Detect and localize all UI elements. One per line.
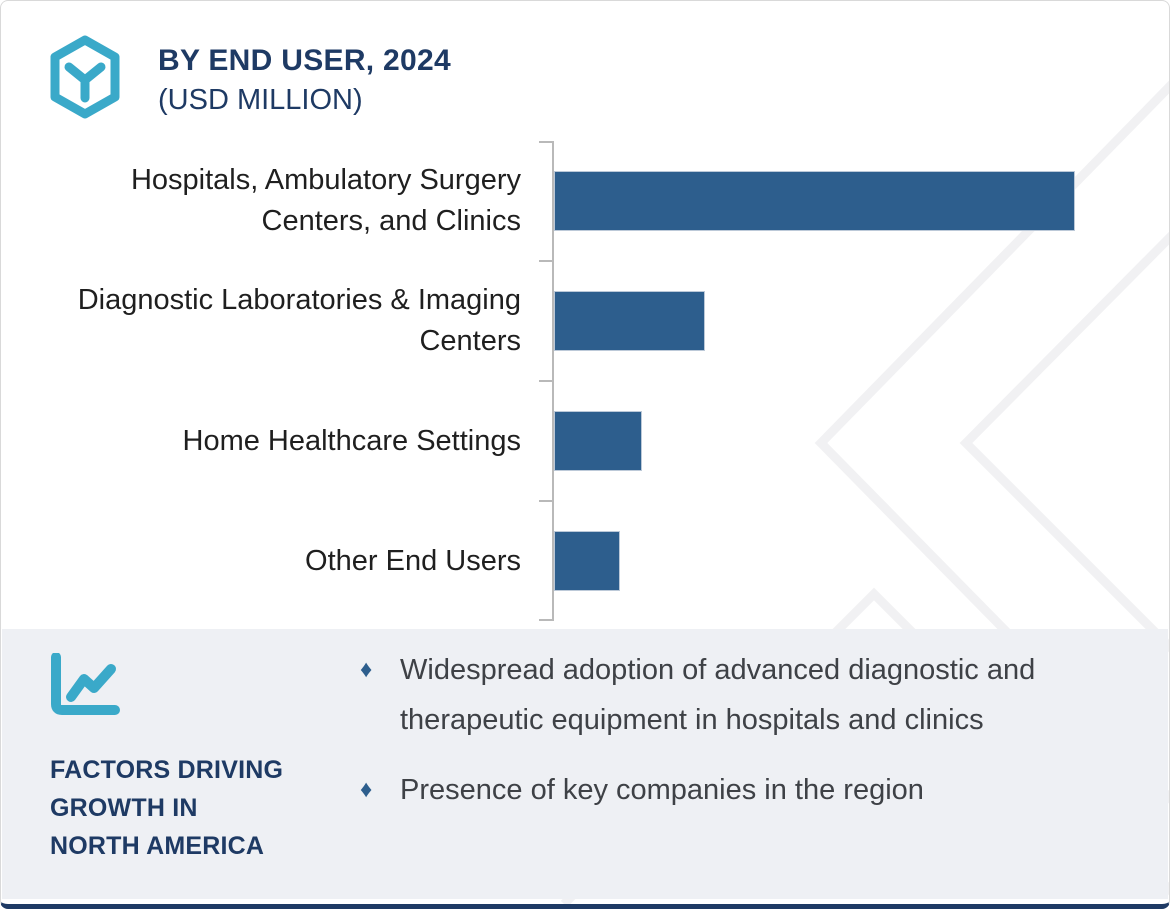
category-label-hospitals: Hospitals, Ambulatory Surgery Centers, a… xyxy=(130,164,521,237)
factors-bullet-list: ♦ Widespread adoption of advanced diagno… xyxy=(360,645,1060,835)
chart-row: Diagnostic Laboratories & Imaging Center… xyxy=(1,261,1169,381)
axis-tick xyxy=(539,141,552,143)
category-label-home-healthcare: Home Healthcare Settings xyxy=(182,424,522,457)
factor-bullet-text: Presence of key companies in the region xyxy=(400,774,924,806)
bar-hospitals xyxy=(554,171,1075,231)
bar-chart: Hospitals, Ambulatory Surgery Centers, a… xyxy=(1,141,1169,621)
bar-track xyxy=(552,501,1169,621)
bar-other-end-users xyxy=(554,531,620,591)
y-axis-line xyxy=(552,141,554,621)
factors-heading-line: GROWTH IN xyxy=(50,794,198,822)
factors-heading-line: FACTORS DRIVING xyxy=(50,756,284,784)
bar-track xyxy=(552,141,1169,261)
line-chart-icon xyxy=(51,653,120,715)
bar-track xyxy=(552,261,1169,381)
chart-subtitle: (USD MILLION) xyxy=(158,84,363,116)
hexagon-cube-icon xyxy=(50,35,120,119)
chart-title: BY END USER, 2024 xyxy=(158,44,452,77)
factors-heading: FACTORS DRIVING GROWTH IN NORTH AMERICA xyxy=(50,751,350,865)
factor-bullet: ♦ Widespread adoption of advanced diagno… xyxy=(360,645,1050,745)
chart-row: Hospitals, Ambulatory Surgery Centers, a… xyxy=(1,141,1169,261)
bar-track xyxy=(552,381,1169,501)
chart-row: Other End Users xyxy=(1,501,1169,621)
factor-bullet: ♦ Presence of key companies in the regio… xyxy=(360,765,1050,815)
axis-tick xyxy=(539,619,552,621)
factors-panel: FACTORS DRIVING GROWTH IN NORTH AMERICA … xyxy=(2,629,1168,899)
category-label-other-end-users: Other End Users xyxy=(305,544,521,577)
bar-home-healthcare xyxy=(554,411,642,471)
axis-tick xyxy=(539,380,552,382)
axis-tick xyxy=(539,260,552,262)
chart-row: Home Healthcare Settings xyxy=(1,381,1169,501)
factor-bullet-text: Widespread adoption of advanced diagnost… xyxy=(400,654,1036,736)
axis-tick xyxy=(539,500,552,502)
diamond-bullet-icon: ♦ xyxy=(360,656,373,683)
factors-heading-line: NORTH AMERICA xyxy=(50,832,265,860)
diamond-bullet-icon: ♦ xyxy=(360,776,373,803)
category-label-diagnostic-labs: Diagnostic Laboratories & Imaging Center… xyxy=(77,284,521,357)
bar-diagnostic-labs xyxy=(554,291,705,351)
